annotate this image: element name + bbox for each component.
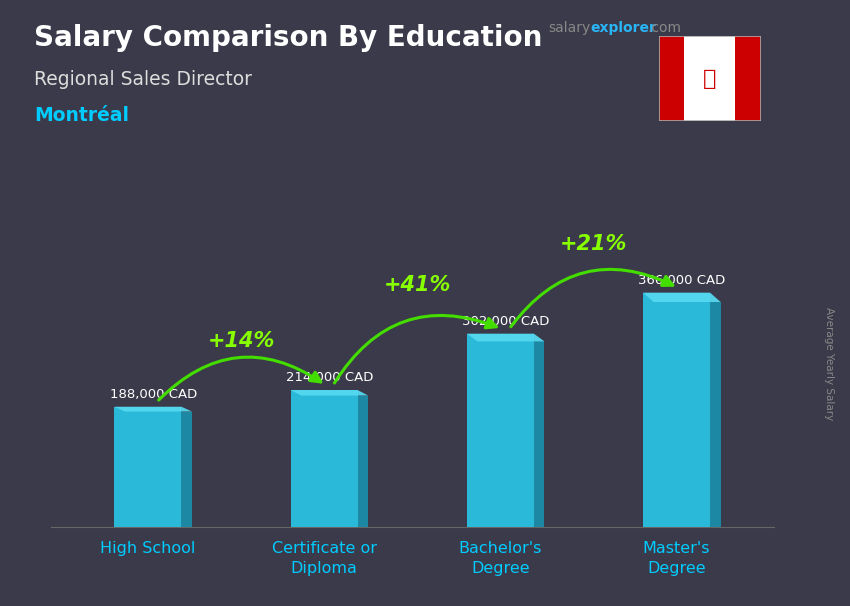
Text: 188,000 CAD: 188,000 CAD [110,388,197,401]
Bar [115,407,181,527]
Bar [358,396,368,527]
Text: +41%: +41% [384,275,451,295]
Text: 🍁: 🍁 [703,68,717,89]
Text: 214,000 CAD: 214,000 CAD [286,371,373,384]
Bar [467,334,534,527]
FancyArrowPatch shape [159,357,320,400]
Polygon shape [291,390,368,396]
Bar [710,302,721,527]
Polygon shape [467,334,544,341]
Bar [291,390,358,527]
Text: Salary Comparison By Education: Salary Comparison By Education [34,24,542,52]
Polygon shape [115,407,192,411]
Bar [643,293,710,527]
FancyArrowPatch shape [511,269,672,327]
Bar [534,341,544,527]
Text: +21%: +21% [560,234,627,254]
Bar [684,36,735,121]
Bar [659,36,684,121]
FancyArrowPatch shape [334,316,496,383]
Text: 366,000 CAD: 366,000 CAD [638,274,726,287]
Text: Regional Sales Director: Regional Sales Director [34,70,252,88]
Bar [181,411,192,527]
Text: 302,000 CAD: 302,000 CAD [462,315,549,328]
Text: Average Yearly Salary: Average Yearly Salary [824,307,834,420]
Text: explorer: explorer [591,21,656,35]
Text: +14%: +14% [207,331,275,351]
Bar [735,36,761,121]
Text: salary: salary [548,21,591,35]
Polygon shape [643,293,721,302]
Text: .com: .com [648,21,682,35]
Text: Montréal: Montréal [34,106,129,125]
